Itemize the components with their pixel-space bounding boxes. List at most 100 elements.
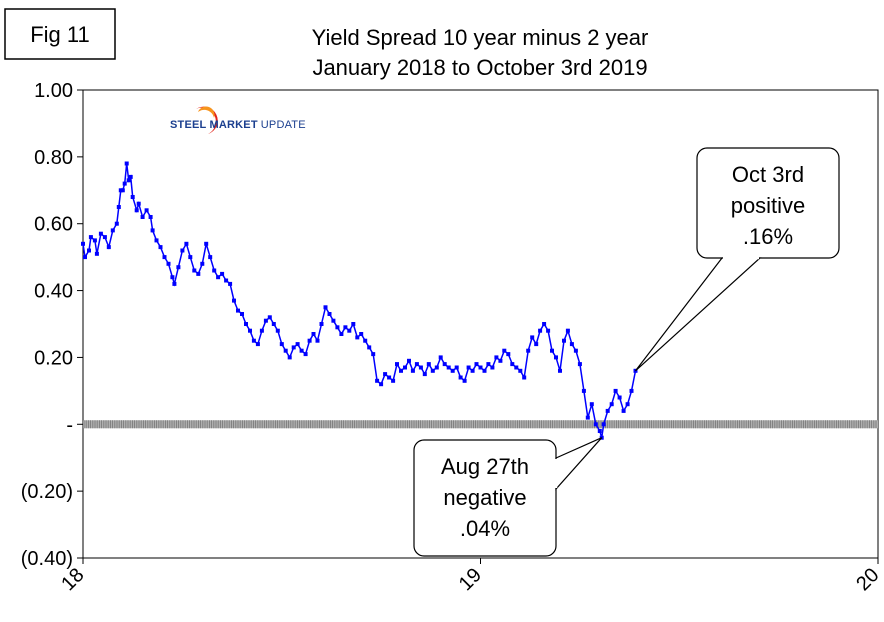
chart-subtitle: January 2018 to October 3rd 2019	[312, 55, 647, 80]
data-point	[391, 378, 396, 383]
data-point	[307, 338, 312, 343]
data-point	[311, 332, 316, 336]
data-point	[291, 345, 296, 350]
data-point	[422, 372, 427, 377]
data-point	[589, 402, 594, 407]
data-point	[542, 322, 547, 326]
data-point	[244, 322, 248, 326]
data-point	[331, 318, 336, 323]
callout: Oct 3rd positive .16%	[635, 147, 840, 372]
logo-text-strong: STEEL MARKET	[170, 119, 258, 131]
data-point	[609, 402, 614, 407]
data-point	[323, 305, 328, 310]
data-point	[116, 205, 121, 209]
logo-text: STEEL MARKET UPDATE	[170, 119, 306, 131]
data-point	[526, 348, 531, 353]
data-point	[593, 422, 598, 427]
data-point	[81, 241, 85, 246]
callout-text: Aug 27th	[441, 454, 529, 479]
data-point	[267, 315, 272, 320]
logo-text-light: UPDATE	[261, 119, 306, 131]
data-point	[188, 255, 193, 260]
data-point	[216, 275, 221, 280]
data-point	[224, 278, 229, 283]
data-point	[399, 368, 403, 373]
callout-text: Oct 3rd	[732, 162, 804, 187]
series-layer	[81, 161, 638, 440]
data-point	[220, 271, 225, 276]
data-point	[158, 245, 163, 250]
data-point	[259, 328, 264, 333]
callout-text: .04%	[460, 516, 510, 541]
data-point	[418, 365, 423, 370]
data-point	[140, 215, 145, 219]
data-point	[184, 241, 189, 246]
data-point	[144, 208, 149, 213]
callout-box	[413, 439, 557, 557]
data-point	[375, 378, 380, 383]
data-point	[573, 348, 578, 353]
steel-market-update-logo: STEEL MARKET UPDATE	[170, 106, 306, 134]
data-point	[271, 322, 276, 326]
data-point	[204, 241, 209, 246]
fig-label-box	[4, 8, 116, 60]
data-point	[196, 271, 201, 276]
data-point	[355, 335, 360, 340]
data-point	[98, 231, 103, 236]
data-point	[454, 365, 459, 370]
data-point	[506, 352, 511, 357]
x-tick-label: 19	[455, 564, 486, 595]
data-point	[474, 362, 479, 367]
data-point	[518, 368, 523, 373]
data-point	[114, 221, 119, 226]
data-point	[351, 322, 356, 326]
data-point	[438, 355, 443, 360]
y-tick-label: -	[66, 414, 73, 436]
data-point	[154, 238, 159, 243]
data-point	[240, 312, 244, 316]
y-axis: 1.00 0.80 0.60 0.40 0.20 - (0.20) (0.40)	[21, 80, 83, 570]
data-point	[212, 268, 217, 273]
zero-line-band	[83, 420, 878, 429]
data-point	[446, 365, 451, 370]
data-point	[371, 352, 376, 357]
data-point	[482, 368, 487, 373]
data-point	[134, 208, 139, 213]
data-point	[83, 255, 87, 260]
data-point	[200, 261, 205, 266]
data-point	[522, 375, 527, 380]
data-point	[530, 335, 535, 340]
data-point	[263, 318, 268, 323]
data-point	[126, 178, 131, 183]
data-point	[597, 429, 602, 433]
data-point	[236, 308, 240, 313]
data-point	[279, 342, 284, 347]
data-point	[550, 348, 554, 353]
data-point	[170, 275, 175, 280]
zero-line-fill	[83, 420, 878, 429]
data-point	[136, 201, 141, 206]
data-point	[470, 368, 475, 373]
data-point	[538, 328, 543, 333]
callout-text: positive	[731, 193, 806, 218]
data-point	[510, 362, 515, 367]
zero-line-hatch	[83, 420, 877, 429]
data-point	[514, 365, 519, 370]
data-point	[315, 338, 320, 343]
data-point	[343, 325, 348, 330]
data-point	[403, 365, 407, 370]
data-point	[94, 251, 99, 256]
y-tick-label: (0.20)	[21, 481, 73, 503]
data-point	[478, 365, 483, 370]
callout-box	[696, 147, 840, 259]
data-point	[166, 261, 171, 266]
y-tick-label: (0.40)	[21, 548, 73, 570]
x-tick-label: 20	[852, 564, 883, 595]
data-point	[150, 228, 155, 233]
data-point	[299, 348, 304, 353]
data-point	[629, 388, 634, 393]
data-point	[554, 355, 558, 360]
data-point	[621, 408, 626, 413]
data-point	[414, 362, 419, 367]
data-point	[450, 368, 455, 373]
